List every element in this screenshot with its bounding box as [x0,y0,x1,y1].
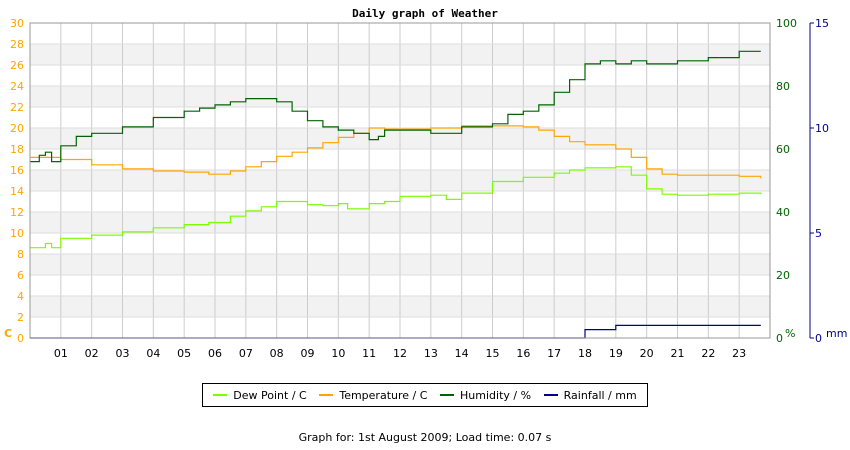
legend: Dew Point / C Temperature / C Humidity /… [202,383,648,407]
legend-label-humidity: Humidity / % [460,388,532,402]
legend-label-temperature: Temperature / C [339,388,428,402]
x-tick-label: 23 [732,347,746,360]
x-tick-label: 09 [301,347,315,360]
x-tick-label: 17 [547,347,561,360]
footer-text: Graph for: 1st August 2009; Load time: 0… [298,431,552,444]
legend-swatch-dew-point [213,394,228,396]
y-tick-label-left: 4 [17,290,24,303]
x-tick-label: 11 [362,347,376,360]
legend-label-dew-point: Dew Point / C [233,388,307,402]
x-tick-label: 03 [116,347,130,360]
x-tick-label: 07 [239,347,253,360]
rainfall-axis-label: mm [826,327,847,340]
x-tick-label: 13 [424,347,438,360]
x-tick-label: 20 [640,347,654,360]
y-tick-label-left: 2 [17,311,24,324]
y-tick-label-humidity: 80 [776,80,790,93]
y-tick-label-rainfall: 15 [815,17,829,30]
y-tick-label-humidity: 60 [776,143,790,156]
x-tick-label: 05 [177,347,191,360]
y-tick-label-left: 8 [17,248,24,261]
y-tick-label-left: 24 [10,80,24,93]
legend-item-rainfall: Rainfall / mm [543,388,637,402]
y-tick-label-left: 18 [10,143,24,156]
series-line-temperature [30,125,762,179]
y-tick-label-humidity: 100 [776,17,797,30]
x-tick-label: 21 [671,347,685,360]
y-tick-label-left: 26 [10,59,24,72]
y-tick-label-humidity: 20 [776,269,790,282]
left-axis-label: C [4,327,12,340]
legend-swatch-temperature [319,394,334,396]
y-tick-label-rainfall: 10 [815,122,829,135]
x-tick-label: 22 [701,347,715,360]
y-tick-label-humidity: 40 [776,206,790,219]
plot-border [29,22,771,339]
x-tick-label: 10 [331,347,345,360]
y-tick-label-rainfall: 0 [815,332,822,345]
y-tick-label-humidity: 0 [776,332,783,345]
x-tick-label: 18 [578,347,592,360]
axes-layer: 0246810121416182022242628300204060801000… [10,17,829,360]
legend-item-temperature: Temperature / C [319,389,427,402]
x-tick-label: 01 [54,347,68,360]
series-line-dew [30,166,762,249]
y-tick-label-left: 10 [10,227,24,240]
y-tick-label-left: 14 [10,185,24,198]
x-tick-label: 14 [455,347,469,360]
legend-item-humidity: Humidity / % [440,389,531,402]
y-tick-label-left: 16 [10,164,24,177]
legend-item-dew-point: Dew Point / C [213,388,307,402]
x-tick-label: 06 [208,347,222,360]
x-tick-label: 19 [609,347,623,360]
x-tick-label: 12 [393,347,407,360]
y-tick-label-left: 28 [10,38,24,51]
y-tick-label-left: 12 [10,206,24,219]
series-line-humidity [30,50,761,163]
y-tick-label-rainfall: 5 [815,227,822,240]
x-tick-label: 15 [486,347,500,360]
chart-title: Daily graph of Weather [352,7,498,20]
humidity-axis-label: % [785,327,795,340]
x-tick-label: 08 [270,347,284,360]
y-tick-label-left: 20 [10,122,24,135]
legend-swatch-humidity [440,394,455,396]
y-tick-label-left: 30 [10,17,24,30]
x-tick-label: 04 [146,347,160,360]
y-tick-label-left: 0 [17,332,24,345]
legend-swatch-rainfall [543,394,558,396]
y-tick-label-left: 22 [10,101,24,114]
legend-label-rainfall: Rainfall / mm [563,388,637,402]
x-tick-label: 16 [516,347,530,360]
x-tick-label: 02 [85,347,99,360]
y-tick-label-left: 6 [17,269,24,282]
